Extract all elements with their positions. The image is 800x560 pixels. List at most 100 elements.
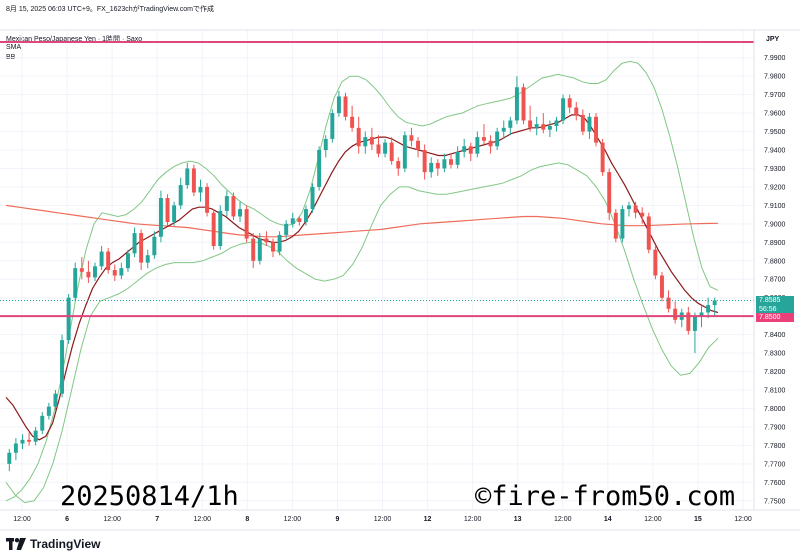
candle-body <box>620 209 625 239</box>
candle-body <box>125 253 130 269</box>
candle <box>468 142 473 162</box>
candle-body <box>211 212 216 246</box>
candle-body <box>561 98 566 121</box>
time-tick-label: 12:00 <box>644 516 662 523</box>
candle <box>514 76 519 125</box>
tradingview-logo-icon <box>6 538 26 550</box>
sma-indicator-legend[interactable]: SMA <box>6 44 22 51</box>
chart-snapshot-title: 8月 15, 2025 06:03 UTC+9。FX_1623chがTradin… <box>6 6 214 13</box>
candle-body <box>402 135 407 169</box>
current-price-value: 7.8585 <box>759 297 781 304</box>
candle-body <box>462 146 467 152</box>
candle-body <box>706 305 711 313</box>
candle <box>462 138 467 158</box>
candle <box>139 229 144 270</box>
candle <box>422 144 427 180</box>
candle <box>13 438 18 461</box>
candle <box>475 131 480 158</box>
candle <box>323 135 328 158</box>
candle-body <box>238 209 243 217</box>
candle-body <box>323 138 328 150</box>
candle-body <box>646 216 651 250</box>
candle-body <box>699 312 704 317</box>
candle-body <box>198 186 203 193</box>
price-tick-label: 7.7600 <box>764 480 786 487</box>
candle-body <box>449 159 453 165</box>
candle <box>416 137 421 158</box>
candle <box>369 127 374 150</box>
candle <box>653 246 658 280</box>
candle-body <box>303 209 308 222</box>
price-tick-label: 7.8300 <box>764 351 786 358</box>
candle-body <box>27 439 32 442</box>
candle-body <box>60 340 65 394</box>
candle <box>449 153 453 169</box>
candle-body <box>416 140 421 150</box>
tradingview-logo[interactable]: TradingView <box>6 536 100 552</box>
candle <box>640 207 645 224</box>
candlesticks <box>7 76 717 472</box>
candle <box>356 116 361 154</box>
price-axis[interactable]: 7.9900 7.9800 7.9700 7.9600 7.9500 7.9400 7.93… <box>764 55 786 505</box>
candle <box>33 426 38 446</box>
candle <box>191 164 196 197</box>
candle-body <box>20 439 25 444</box>
tradingview-logo-text: TradingView <box>30 537 101 551</box>
bollinger-bands <box>5 60 719 504</box>
candle-body <box>33 430 38 442</box>
candle <box>409 127 414 147</box>
candle-body <box>79 268 84 272</box>
candle <box>376 135 381 158</box>
time-tick-label: 12:00 <box>464 516 482 523</box>
price-tick-label: 7.8700 <box>764 277 786 284</box>
symbol-legend[interactable]: Mexican Peso/Japanese Yen · 1時間 · Saxo <box>6 36 143 43</box>
candle <box>99 246 104 270</box>
price-tick-label: 7.8400 <box>764 332 786 339</box>
candle <box>40 412 45 435</box>
candle <box>613 209 618 243</box>
candle <box>271 238 275 258</box>
candle-body <box>53 393 58 407</box>
price-tick-label: 7.7700 <box>764 461 786 468</box>
candle-body <box>673 308 678 320</box>
candle <box>580 109 585 136</box>
candle-body <box>495 131 500 147</box>
candle-body <box>277 234 282 252</box>
candle <box>627 201 631 217</box>
time-axis[interactable]: 12:00 6 12:00 7 12:00 8 12:00 9 12:00 12 12:00 13 12… <box>13 516 752 523</box>
candle-body <box>132 233 137 254</box>
time-tick-label: 8 <box>245 516 249 523</box>
candle-body <box>554 120 559 126</box>
chart-grid <box>0 30 754 510</box>
candle-body <box>369 137 374 145</box>
candle-body <box>514 87 519 121</box>
candle <box>297 216 302 226</box>
candle <box>455 146 460 169</box>
horizontal-levels[interactable] <box>0 41 754 318</box>
candle <box>27 432 32 446</box>
candle-body <box>350 116 355 128</box>
candle-body <box>336 96 341 114</box>
candle-body <box>158 198 163 237</box>
price-tick-label: 7.7500 <box>764 498 786 505</box>
candle-body <box>119 268 124 276</box>
date-watermark: 20250814/1h <box>60 481 239 512</box>
candle <box>633 201 638 219</box>
candle <box>290 212 295 228</box>
candle-body <box>99 251 104 267</box>
candle <box>125 249 130 272</box>
price-tick-label: 7.8100 <box>764 388 786 395</box>
candle <box>86 260 91 283</box>
candle-body <box>290 218 295 224</box>
candle-body <box>475 137 480 154</box>
candle <box>93 262 97 282</box>
candle <box>508 116 513 136</box>
time-tick-label: 7 <box>155 516 159 523</box>
candle <box>152 231 157 259</box>
candle-body <box>139 233 144 263</box>
candle-body <box>613 212 618 239</box>
candle <box>706 297 711 318</box>
candle <box>257 233 262 265</box>
candle <box>336 90 341 117</box>
